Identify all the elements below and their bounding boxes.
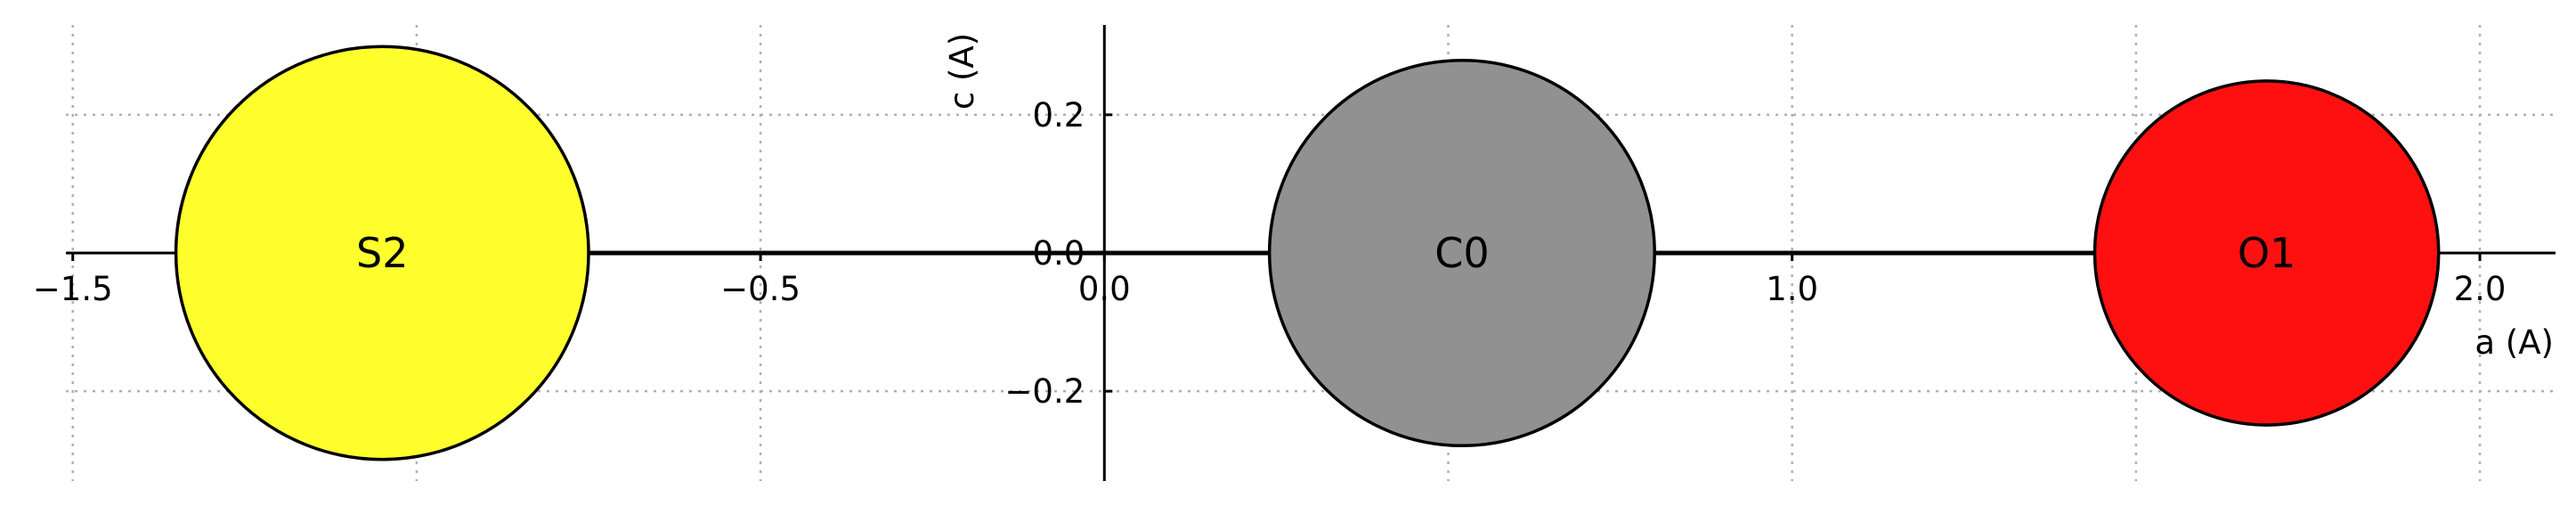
y-tick-label: −0.2 [1004,372,1085,411]
atom-label: O1 [2238,229,2296,277]
atom-label: C0 [1434,229,1489,277]
x-tick-label: 0.0 [1078,270,1131,308]
x-tick-label: −1.5 [33,270,113,308]
atom-circle [2092,79,2441,427]
y-axis-title: c (A) [943,33,981,110]
atom-circle [1267,58,1656,448]
atom-label: S2 [356,229,408,277]
atom-o1: O1 [2092,79,2441,427]
tick-labels: −1.5 −0.5 0.0 1.0 2.0 −0.2 0.0 0.2 [33,96,2507,411]
y-tick-label: 0.2 [1032,96,1085,135]
x-axis-title: a (A) [2474,323,2554,362]
x-tick-label: −0.5 [720,270,800,308]
atom-c0: C0 [1267,58,1656,448]
atoms: S2 C0 O1 [174,45,2441,461]
atom-circle [174,45,590,461]
y-tick-label: 0.0 [1032,234,1085,273]
x-tick-label: 2.0 [2454,270,2507,308]
x-tick-label: 1.0 [1766,270,1818,308]
atom-s2: S2 [174,45,590,461]
